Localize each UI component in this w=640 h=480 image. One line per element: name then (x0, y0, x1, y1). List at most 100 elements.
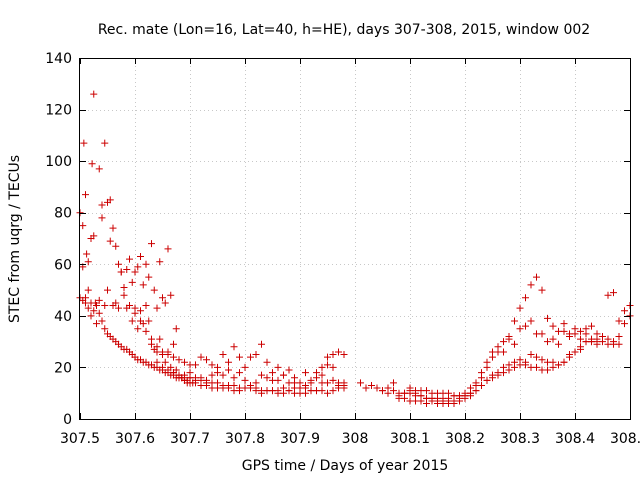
y-tick-label: 80 (54, 206, 72, 222)
data-point (621, 320, 628, 328)
data-point (170, 353, 177, 361)
data-point (324, 353, 331, 361)
data-point (84, 304, 92, 312)
data-point (516, 325, 524, 333)
data-point (145, 317, 153, 325)
data-point (192, 361, 199, 369)
data-point (329, 363, 337, 371)
data-point (494, 348, 502, 356)
data-point (87, 312, 95, 320)
data-point (335, 348, 342, 356)
data-point (241, 363, 249, 371)
data-point (313, 374, 320, 382)
data-point (117, 268, 125, 276)
data-point (101, 139, 109, 147)
data-point (423, 400, 430, 408)
data-point (478, 374, 485, 382)
data-point (390, 379, 397, 387)
data-point (296, 384, 304, 392)
data-point (148, 335, 155, 343)
data-point (527, 317, 535, 325)
data-point (167, 291, 175, 299)
x-tick-label: 307.6 (115, 431, 155, 447)
data-point (285, 387, 293, 395)
y-tick-label: 40 (54, 309, 72, 325)
data-point (522, 361, 529, 369)
data-point (533, 363, 540, 371)
data-point (593, 335, 601, 343)
data-point (84, 258, 92, 266)
data-point (302, 389, 309, 397)
x-tick-label: 308.2 (445, 431, 485, 447)
data-point (511, 363, 518, 371)
data-point (483, 363, 491, 371)
x-tick-label: 308.1 (390, 431, 430, 447)
x-tick-label: 307.7 (170, 431, 210, 447)
data-point (203, 356, 210, 364)
data-point (214, 369, 221, 377)
data-point (577, 335, 584, 343)
data-point (82, 299, 89, 307)
data-point (93, 320, 100, 328)
data-point (324, 361, 331, 369)
data-point (197, 353, 205, 361)
data-point (230, 374, 238, 382)
data-point (219, 351, 227, 359)
data-point (478, 381, 485, 389)
data-point (153, 358, 161, 366)
data-point (208, 361, 216, 369)
data-point (137, 317, 144, 325)
data-point (252, 351, 260, 359)
data-point (538, 330, 546, 338)
data-point (126, 302, 133, 310)
data-point (362, 384, 370, 392)
data-point (128, 278, 136, 286)
data-point (549, 335, 557, 343)
data-point (461, 392, 469, 400)
x-tick-label: 307.5 (60, 431, 100, 447)
data-point (489, 374, 496, 382)
data-point (230, 381, 238, 389)
data-point (522, 294, 529, 302)
data-point (329, 351, 337, 359)
data-point (95, 165, 103, 173)
data-point (511, 340, 518, 348)
data-point (318, 387, 326, 395)
data-point (88, 160, 96, 168)
data-point (101, 325, 109, 333)
y-tick-label: 0 (63, 412, 72, 428)
data-point (604, 291, 612, 299)
data-point (302, 369, 309, 377)
data-point (511, 317, 518, 325)
data-point (549, 363, 557, 371)
data-point (302, 381, 309, 389)
data-point (500, 338, 507, 346)
data-point (159, 294, 166, 302)
data-point (208, 371, 216, 379)
data-point (170, 369, 177, 377)
data-point (164, 366, 172, 374)
data-point (280, 371, 287, 379)
data-point (112, 242, 120, 250)
x-tick-label: 308.4 (555, 431, 595, 447)
x-tick-labels: 307.5 307.6 307.7 307.8 307.9 308 308.1 308.2 30… (60, 431, 640, 447)
data-point (128, 317, 136, 325)
data-point (621, 307, 628, 315)
data-point (527, 351, 535, 359)
data-point (285, 366, 293, 374)
data-point (98, 214, 106, 222)
data-point (533, 273, 540, 281)
data-point (588, 338, 595, 346)
x-tick-label: 308.5 (610, 431, 640, 447)
chart-title: Rec. mate (Lon=16, Lat=40, h=HE), days 3… (98, 22, 590, 38)
data-point (170, 340, 177, 348)
data-point (555, 340, 562, 348)
data-point (329, 387, 337, 395)
data-point (126, 255, 133, 263)
data-point (280, 384, 287, 392)
data-point (467, 389, 474, 397)
data-point (159, 348, 166, 356)
data-point (80, 139, 88, 147)
data-point (373, 384, 381, 392)
